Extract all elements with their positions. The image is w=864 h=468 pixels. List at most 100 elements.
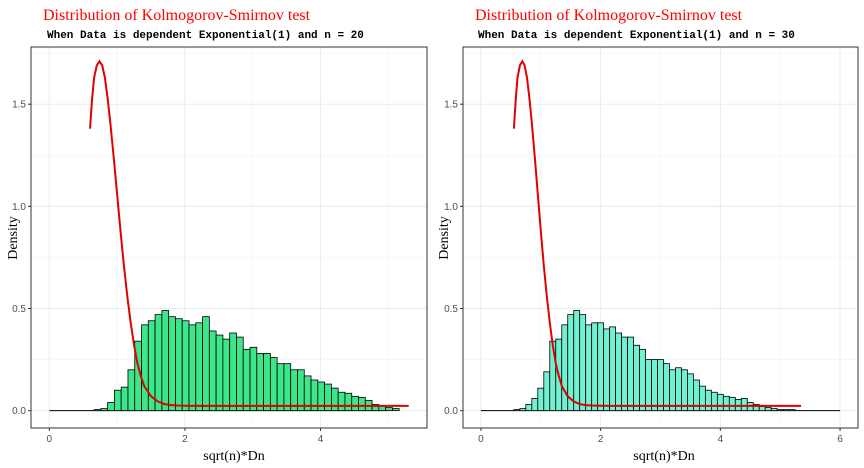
x-tick-label: 0 (478, 434, 484, 445)
x-tick-label: 0 (47, 434, 53, 445)
histogram-bar (579, 314, 587, 412)
histogram-bar (788, 409, 796, 412)
histogram-bar (663, 363, 670, 412)
panel-border (462, 46, 859, 429)
histogram-bar (669, 369, 676, 412)
histogram-bar (770, 408, 778, 412)
histogram-bar (229, 332, 237, 412)
chart-left: 0 2 4 0.0 0.5 1.0 1.5 Distribution of Kolmogor… (6, 7, 428, 464)
histogram-bar (704, 389, 712, 412)
histogram-bar (181, 320, 190, 412)
x-tick-label: 2 (182, 434, 188, 445)
y-tick-label: 1.5 (12, 100, 26, 111)
histogram-bar (276, 363, 285, 412)
histogram-bar (531, 397, 539, 412)
histogram-bar (633, 344, 640, 412)
x-tick-label: 6 (837, 434, 843, 445)
histogram-bar (597, 322, 605, 412)
histogram-bar (208, 330, 217, 412)
histogram-bar (782, 409, 790, 412)
histogram-bar (615, 332, 622, 412)
histogram-bar (242, 348, 251, 412)
histogram-bar (776, 409, 784, 412)
histogram-bar (358, 396, 366, 412)
histogram-bar (728, 396, 736, 412)
histogram-bar (591, 322, 599, 412)
histogram-bar (385, 407, 393, 412)
histogram-bar (758, 406, 766, 412)
y-tick-label: 0.5 (444, 304, 458, 315)
histogram-bar (764, 407, 772, 412)
histogram-bar (263, 353, 271, 412)
chart-right: 0 2 4 6 0.0 0.5 1.0 1.5 Distribution of Kolmogo… (437, 7, 859, 464)
histogram-bar (127, 369, 136, 412)
y-tick-label: 1.5 (444, 100, 458, 111)
histogram-bar (283, 363, 292, 412)
histogram-bar (525, 404, 533, 412)
x-axis-title: sqrt(n)*Dn (203, 449, 264, 464)
histogram-bar (549, 340, 557, 412)
histogram-bar (716, 393, 724, 412)
histogram-bar (645, 359, 652, 412)
x-tick-label: 4 (718, 434, 724, 445)
histogram-bar (710, 391, 718, 412)
histogram-bar (344, 392, 353, 412)
histogram-bar (175, 318, 183, 412)
histogram-bar (120, 386, 129, 412)
histogram-bar (337, 391, 346, 412)
histogram-bar (114, 389, 122, 412)
histogram-bar (269, 357, 278, 412)
histogram-bar (93, 409, 102, 412)
histogram-bar (651, 359, 658, 412)
x-tick-label: 4 (318, 434, 324, 445)
y-tick-label: 1.0 (12, 202, 26, 213)
histogram-bar (561, 324, 569, 412)
chart-subtitle: When Data is dependent Exponential(1) an… (47, 30, 364, 42)
histogram-bar (675, 367, 682, 412)
histogram-bar (215, 334, 224, 412)
histogram-bar (519, 408, 527, 412)
y-tick-label: 1.0 (444, 202, 458, 213)
histogram-bar (699, 385, 706, 412)
y-axis-title: Density (437, 216, 452, 260)
histogram-bar (513, 409, 521, 412)
y-axis-title: Density (6, 216, 21, 260)
histogram-bar (100, 408, 109, 412)
histogram-bar (609, 326, 617, 412)
chart-subtitle: When Data is dependent Exponential(1) an… (478, 30, 795, 42)
chart-title: Distribution of Kolmogorov-Smirnov test (475, 7, 743, 24)
histogram-bar (256, 353, 264, 412)
x-tick-label: 2 (598, 434, 604, 445)
histogram-bar (141, 324, 149, 412)
histogram-bar (188, 324, 197, 412)
density-curve (512, 59, 802, 407)
histogram-bar (603, 328, 611, 412)
plot-area: 0 2 4 6 0.0 0.5 1.0 1.5 (444, 46, 859, 445)
histogram-bar (621, 336, 628, 412)
histogram-bar (657, 359, 664, 412)
histogram-bar (543, 371, 551, 412)
histogram-bar (249, 346, 258, 412)
histogram-bar (537, 387, 545, 412)
histogram-bar (154, 314, 163, 412)
histogram-bar (297, 369, 305, 412)
y-tick-label: 0.0 (444, 406, 458, 417)
histogram-bar (107, 402, 115, 412)
histogram-bar (639, 348, 646, 412)
histogram-bar (290, 369, 298, 412)
plot-area: 0 2 4 0.0 0.5 1.0 1.5 (12, 46, 428, 445)
histogram-bar (573, 310, 581, 412)
histogram-bar (168, 316, 176, 412)
panel-border (30, 46, 428, 429)
histogram-bar (392, 408, 400, 412)
histogram-bar (585, 324, 593, 412)
histogram-bar (627, 336, 634, 412)
histogram-bar (722, 395, 730, 412)
x-axis-title: sqrt(n)*Dn (633, 449, 694, 464)
histogram-bar (195, 322, 203, 412)
density-curve (89, 59, 409, 407)
histogram-bar (330, 387, 339, 412)
histogram-bar (161, 310, 170, 412)
histogram-bar (351, 395, 359, 412)
